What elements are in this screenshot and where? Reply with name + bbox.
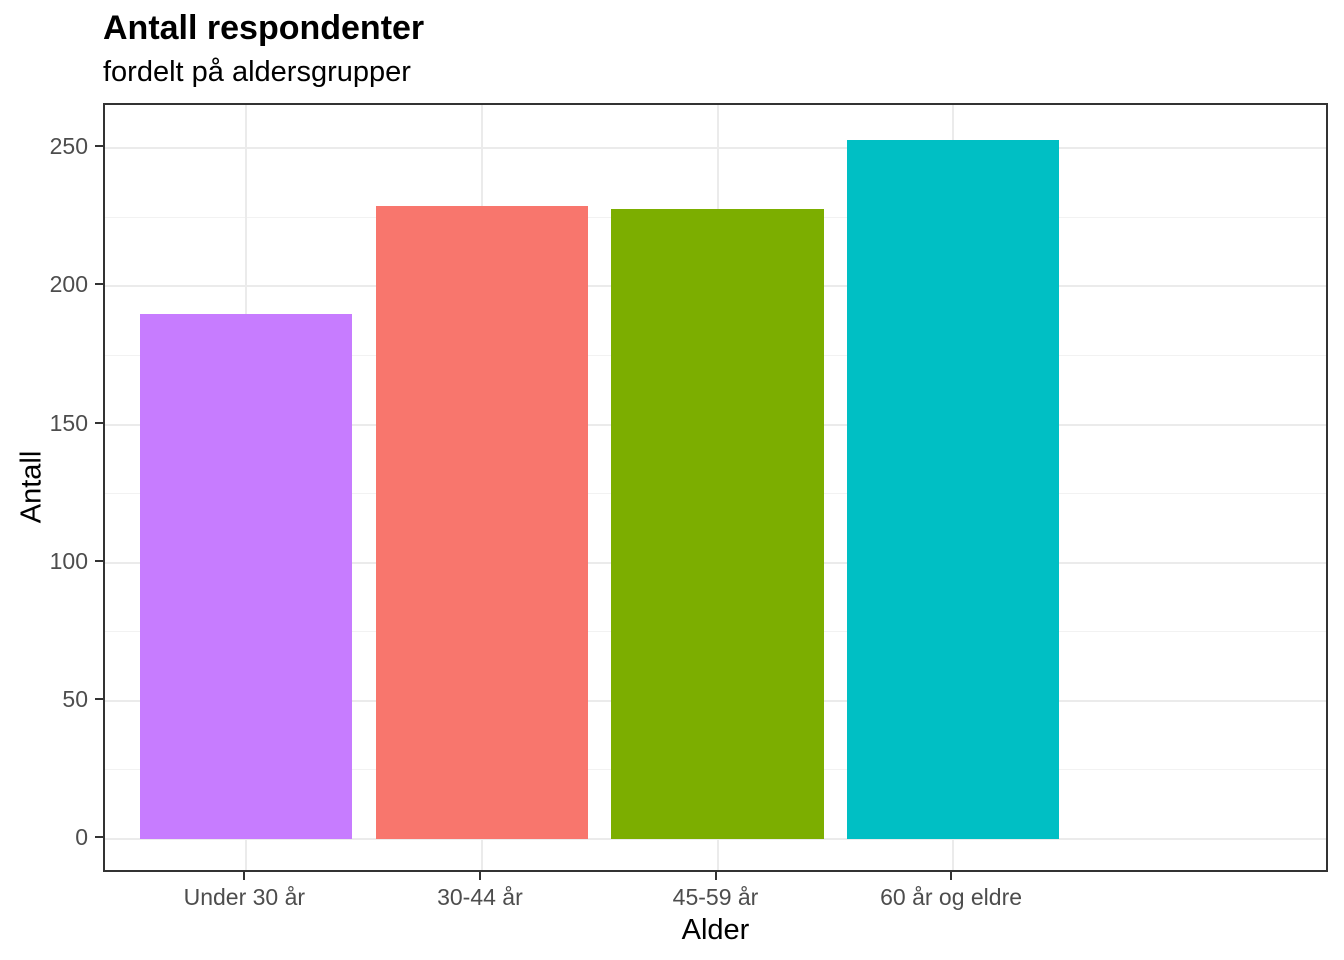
chart-title: Antall respondenter [103,9,425,47]
x-tick-label: Under 30 år [183,884,306,910]
y-tick-label: 100 [49,547,88,574]
x-tick-mark [478,872,481,880]
x-tick-label: 60 år og eldre [880,884,1023,910]
bar [611,209,824,840]
chart-subtitle: fordelt på aldersgrupper [103,56,411,88]
bar [375,206,588,840]
panel [103,103,1328,872]
x-tick-mark [243,872,246,880]
x-tick-mark [950,872,953,880]
y-tick-mark [95,283,103,286]
x-tick-label: 30-44 år [437,884,523,910]
y-axis-title: Antall [15,450,48,524]
y-tick-mark [95,559,103,562]
gridline-major-h [105,838,1326,841]
y-tick-label: 50 [62,685,88,712]
y-tick-label: 150 [49,409,88,436]
y-tick-mark [95,697,103,700]
y-tick-mark [95,145,103,148]
x-tick-label: 45-59 år [672,884,759,910]
bar [140,314,353,840]
bar [847,139,1060,840]
y-tick-label: 200 [49,271,88,298]
y-tick-mark [95,421,103,424]
y-tick-label: 250 [49,133,88,160]
gridline-major-h [105,147,1326,150]
y-tick-mark [95,836,103,839]
x-axis-title: Alder [681,914,750,946]
y-tick-label: 0 [75,824,88,851]
x-tick-mark [714,872,717,880]
